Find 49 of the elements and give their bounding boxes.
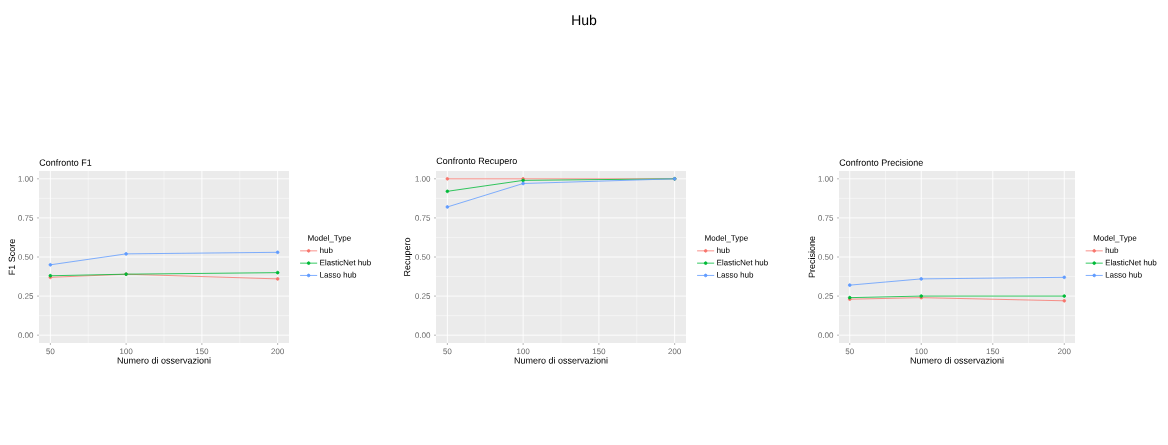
chart-title: Confronto Recupero (436, 157, 517, 166)
legend-label: Lasso hub (1105, 271, 1142, 278)
text: Hub (572, 14, 597, 26)
y-tick-label: 0.75 (18, 215, 34, 221)
legend-label: Lasso hub (320, 271, 357, 278)
y-tick-label: 1.00 (818, 175, 834, 182)
x-tick-label: 50 (46, 348, 55, 355)
y-axis-title: Recupero (403, 237, 413, 276)
x-tick-label: 100 (915, 348, 928, 355)
x-axis-title: Numero di osservazioni (117, 357, 211, 364)
x-tick-label: 50 (443, 348, 452, 355)
legend-title: Model_Type (308, 234, 351, 243)
y-tick-label: 1.00 (18, 175, 34, 182)
x-tick-label: 50 (845, 348, 854, 355)
legend-title: Model_Type (1093, 234, 1137, 243)
legend-label: Lasso hub (717, 271, 754, 278)
x-tick-label: 200 (1058, 348, 1071, 355)
legend-title: Model_Type (705, 234, 748, 243)
legend-label: hub (717, 247, 730, 254)
legend-label: hub (320, 247, 333, 254)
x-tick-label: 100 (120, 348, 133, 355)
y-tick-label: 0.50 (415, 254, 431, 260)
x-tick-label: 200 (271, 348, 284, 355)
y-tick-label: 0.50 (818, 254, 834, 260)
x-tick-label: 150 (986, 348, 1000, 355)
legend-label: ElasticNet hub (320, 259, 371, 266)
x-axis-title: Numero di osservazioni (514, 357, 608, 364)
chart-title: Confronto Precisione (839, 159, 923, 166)
x-tick-label: 150 (592, 348, 606, 355)
y-tick-label: 0.00 (18, 332, 34, 339)
y-tick-label: 0.50 (18, 254, 34, 260)
chart-title: Confronto F1 (39, 159, 92, 166)
y-tick-label: 0.25 (415, 293, 431, 299)
legend-label: ElasticNet hub (717, 259, 768, 266)
y-axis-title: Precisione (808, 236, 816, 278)
y-tick-label: 1.00 (415, 175, 431, 182)
x-tick-label: 200 (668, 348, 682, 355)
x-tick-label: 100 (517, 348, 530, 355)
y-tick-label: 0.25 (818, 293, 834, 299)
y-tick-label: 0.00 (415, 332, 431, 339)
y-tick-label: 0.75 (818, 215, 834, 221)
x-axis-title: Numero di osservazioni (910, 357, 1004, 364)
x-tick-label: 150 (195, 348, 209, 355)
y-axis-title: F1 Score (8, 239, 16, 275)
y-tick-label: 0.25 (18, 293, 34, 299)
legend-label: hub (1105, 247, 1119, 254)
y-tick-label: 0.75 (415, 215, 431, 221)
legend-label: ElasticNet hub (1105, 259, 1157, 266)
y-tick-label: 0.00 (818, 332, 834, 339)
